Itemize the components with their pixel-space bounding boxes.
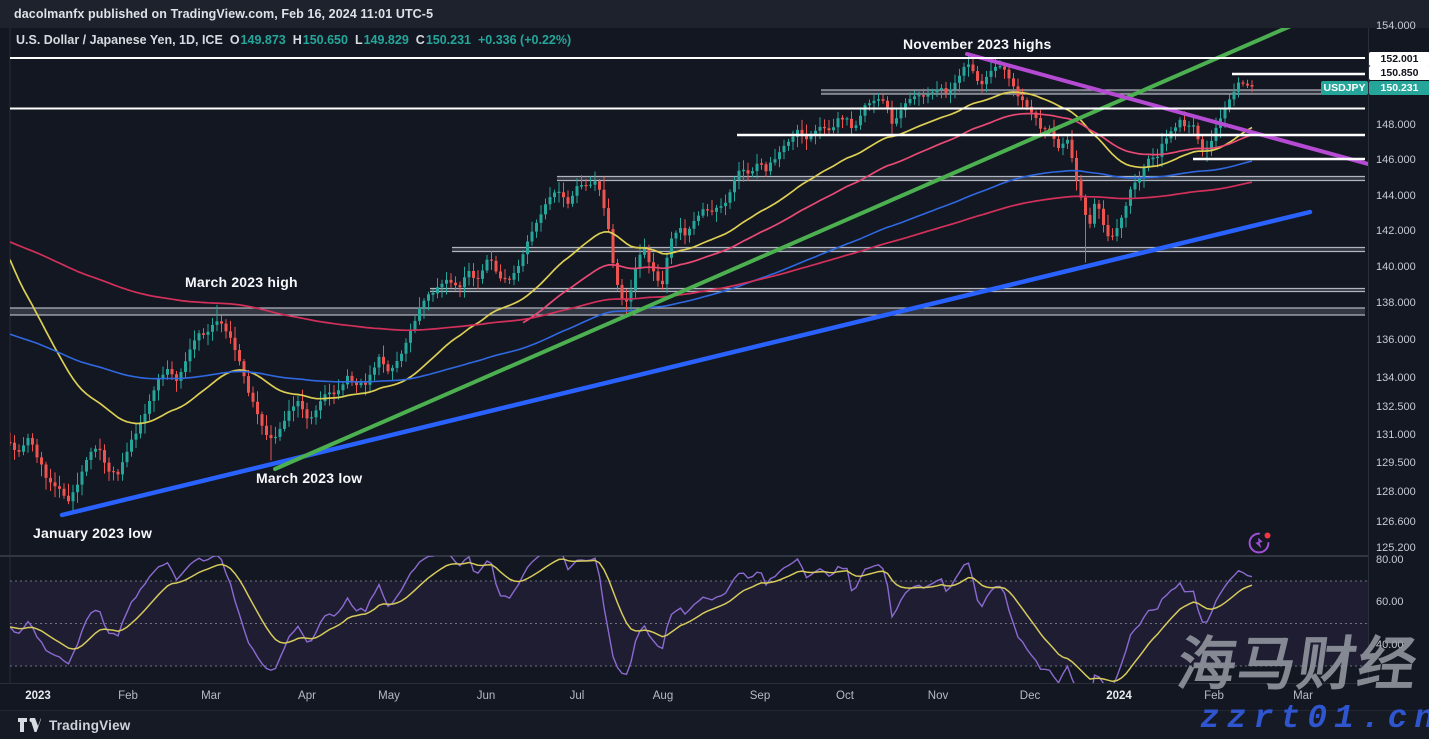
tradingview-logo-icon[interactable]: [17, 717, 41, 733]
flash-icon: [1248, 532, 1271, 554]
candlestick-series: [10, 56, 1254, 515]
symbol-title: U.S. Dollar / Japanese Yen, 1D, ICE: [16, 33, 223, 47]
level-price-label: 150.850: [1369, 66, 1429, 80]
time-tick: 2024: [1106, 690, 1132, 702]
level-price-label: 152.001: [1369, 52, 1429, 66]
time-tick: Feb: [118, 690, 138, 702]
change-value: +0.336 (+0.22%): [478, 33, 572, 47]
time-tick: Dec: [1019, 690, 1041, 702]
watermark-url: zzrt01.cn: [1200, 700, 1429, 737]
rsi-tick: 60.00: [1376, 596, 1404, 608]
flash-idea-button[interactable]: [1245, 529, 1273, 557]
close-value: 150.231: [425, 33, 471, 47]
ma-fast-yellow: [10, 91, 1253, 425]
chart-annotation: March 2023 high: [185, 274, 298, 290]
rsi-tick: 40.00: [1376, 639, 1404, 651]
price-tick: 140.000: [1376, 261, 1416, 273]
chart-annotation: March 2023 low: [256, 470, 363, 486]
time-tick: May: [378, 690, 400, 702]
rsi-tick: 80.00: [1376, 554, 1404, 566]
main-pane: [10, 28, 1368, 518]
rsi-line: [10, 556, 1253, 683]
low-value: 149.829: [363, 33, 409, 47]
price-tick: 129.500: [1376, 457, 1416, 469]
high-value: 150.650: [302, 33, 348, 47]
publication-header: dacolmanfx published on TradingView.com,…: [0, 0, 1429, 28]
low-label: L: [354, 33, 363, 47]
sr-zone-137.9: [10, 307, 1365, 316]
price-axis[interactable]: 154.000 148.000 146.000 144.000 142.000 140.0…: [1368, 20, 1429, 683]
tradingview-brand-text[interactable]: TradingView: [49, 717, 131, 733]
rsi-ma-line: [10, 558, 1253, 683]
attribution-text: dacolmanfx published on TradingView.com,…: [14, 7, 434, 21]
ma-slower-crimson: [10, 181, 1253, 332]
time-tick: Mar: [201, 690, 221, 702]
time-tick: Sep: [749, 690, 771, 702]
sr-zone-138.7: [430, 287, 1365, 293]
close-label: C: [415, 33, 425, 47]
open-label: O: [229, 33, 240, 47]
sr-zone-141: [452, 246, 1365, 253]
time-tick: Jun: [476, 690, 496, 702]
price-tick: 134.000: [1376, 372, 1416, 384]
price-tick: 136.000: [1376, 334, 1416, 346]
ma-slow-blue: [10, 160, 1253, 383]
time-tick: Nov: [927, 690, 949, 702]
price-tick: 126.600: [1376, 516, 1416, 528]
chart-annotation: January 2023 low: [33, 525, 153, 541]
price-tick: 148.000: [1376, 119, 1416, 131]
high-label: H: [292, 33, 302, 47]
footer-bar: TradingView: [0, 710, 1429, 739]
last-price-symbol-tag: USDJPY: [1321, 81, 1368, 95]
price-tick: 132.500: [1376, 401, 1416, 413]
time-tick: Apr: [298, 690, 316, 702]
time-tick: Feb: [1204, 690, 1224, 702]
january-2023-uptrend[interactable]: [59, 209, 1313, 518]
watermark-cn: 海马财经: [1173, 632, 1423, 697]
price-tick: 131.000: [1376, 429, 1416, 441]
sr-zone-145: [557, 175, 1365, 182]
price-tick: 138.000: [1376, 297, 1416, 309]
time-tick: Jul: [569, 690, 585, 702]
rsi-pane: [10, 556, 1368, 683]
last-price-label: 150.231: [1369, 81, 1429, 95]
time-tick: 2023: [25, 690, 51, 702]
price-tick: 146.000: [1376, 154, 1416, 166]
price-tick: 128.000: [1376, 486, 1416, 498]
ma-mid-pink: [522, 112, 1253, 324]
price-tick: 154.000: [1376, 20, 1416, 32]
price-tick: 125.200: [1376, 542, 1416, 554]
price-tick: 144.000: [1376, 190, 1416, 202]
chart-annotation: November 2023 highs: [903, 36, 1052, 52]
time-axis[interactable]: 2023 Feb Mar Apr May Jun Jul Aug Sep Oct Nov Dec 202…: [0, 683, 1368, 710]
chart-canvas[interactable]: [0, 28, 1368, 683]
time-tick: Oct: [836, 690, 854, 702]
open-value: 149.873: [240, 33, 286, 47]
time-tick: Aug: [652, 690, 674, 702]
symbol-legend: U.S. Dollar / Japanese Yen, 1D, ICE O 149…: [16, 33, 571, 49]
price-tick: 142.000: [1376, 225, 1416, 237]
time-tick: Mar: [1293, 690, 1313, 702]
